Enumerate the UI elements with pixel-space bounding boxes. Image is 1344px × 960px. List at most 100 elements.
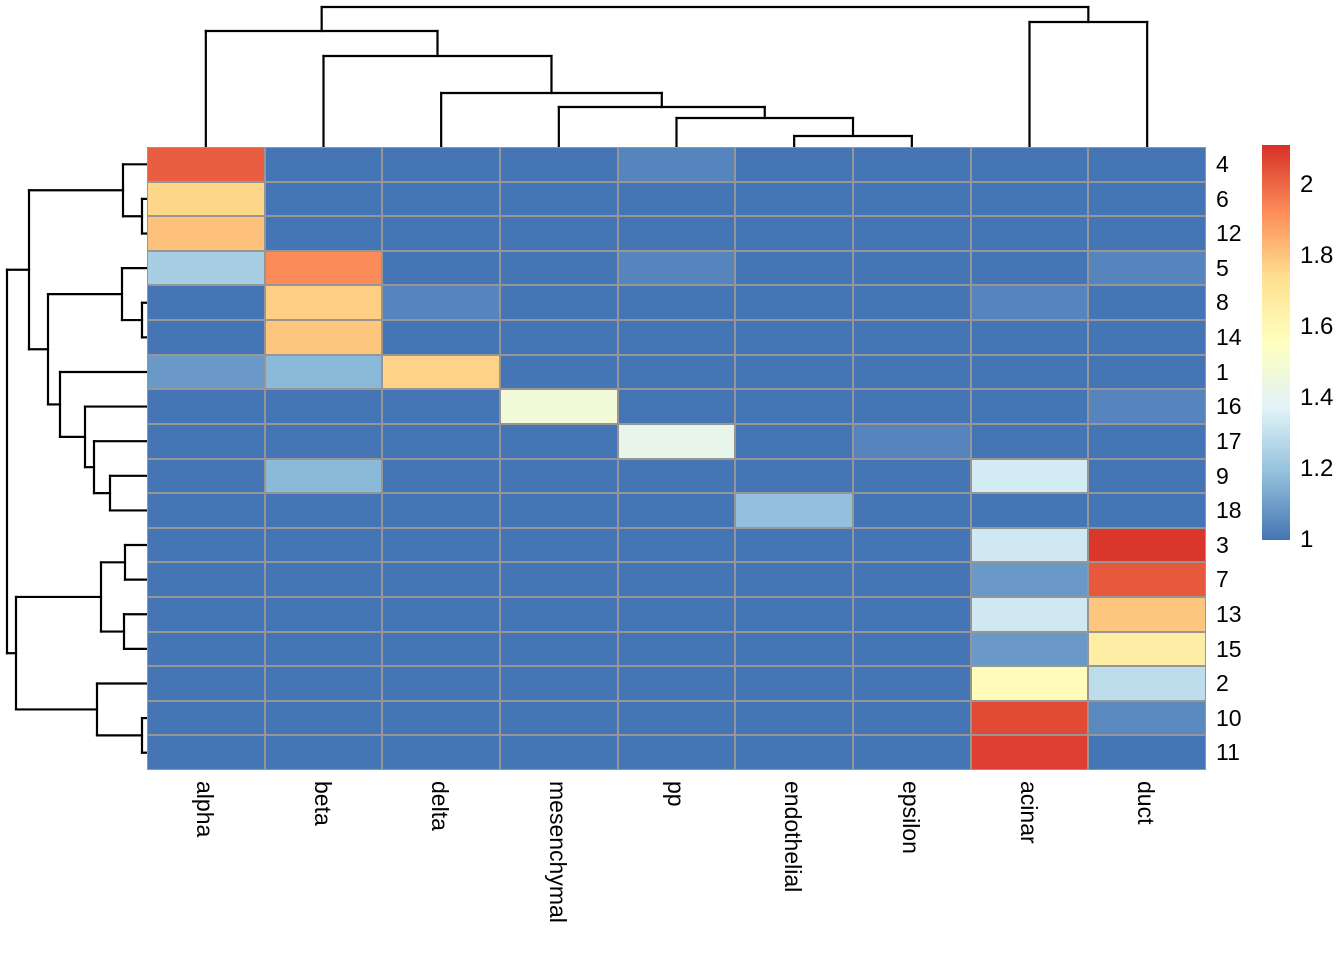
heatmap-cell-13-endothelial: [735, 597, 853, 632]
heatmap-cell-9-mesenchymal: [500, 459, 618, 493]
heatmap-cell-14-duct: [1088, 320, 1206, 355]
heatmap-cell-10-pp: [618, 701, 735, 735]
heatmap-cell-16-mesenchymal: [500, 389, 618, 424]
heatmap-cell-18-pp: [618, 493, 735, 528]
heatmap-cell-11-epsilon: [853, 735, 971, 770]
heatmap-cell-6-beta: [265, 182, 382, 216]
heatmap-cell-1-alpha: [147, 355, 265, 389]
row-label-9: 9: [1216, 463, 1229, 489]
heatmap-cell-15-alpha: [147, 632, 265, 666]
heatmap-cell-1-pp: [618, 355, 735, 389]
heatmap-cell-1-acinar: [971, 355, 1088, 389]
heatmap-cell-6-pp: [618, 182, 735, 216]
heatmap-cell-1-duct: [1088, 355, 1206, 389]
colorbar-tick-label: 1.8: [1300, 242, 1334, 269]
heatmap-cell-4-mesenchymal: [500, 147, 618, 182]
heatmap-cell-13-mesenchymal: [500, 597, 618, 632]
heatmap-cell-7-endothelial: [735, 562, 853, 597]
colorbar-tick-label: 1.6: [1300, 313, 1334, 340]
heatmap-cell-16-pp: [618, 389, 735, 424]
heatmap-cell-2-epsilon: [853, 666, 971, 701]
heatmap-cell-14-acinar: [971, 320, 1088, 355]
heatmap-cell-16-endothelial: [735, 389, 853, 424]
heatmap-cell-6-acinar: [971, 182, 1088, 216]
heatmap-cell-6-duct: [1088, 182, 1206, 216]
heatmap-cell-3-pp: [618, 528, 735, 562]
heatmap-cell-3-duct: [1088, 528, 1206, 562]
heatmap-cell-15-duct: [1088, 632, 1206, 666]
heatmap-cell-17-delta: [382, 424, 500, 459]
heatmap-cell-15-delta: [382, 632, 500, 666]
col-label-delta: delta: [427, 781, 453, 831]
heatmap-cell-12-delta: [382, 216, 500, 251]
heatmap-cell-17-duct: [1088, 424, 1206, 459]
heatmap-cell-4-alpha: [147, 147, 265, 182]
heatmap-cell-14-pp: [618, 320, 735, 355]
heatmap-cell-2-delta: [382, 666, 500, 701]
heatmap-cell-17-epsilon: [853, 424, 971, 459]
heatmap-cell-2-endothelial: [735, 666, 853, 701]
heatmap-cell-4-delta: [382, 147, 500, 182]
heatmap-cell-2-pp: [618, 666, 735, 701]
col-label-alpha: alpha: [192, 781, 218, 838]
heatmap-cell-13-beta: [265, 597, 382, 632]
heatmap-cell-7-beta: [265, 562, 382, 597]
heatmap-cell-3-beta: [265, 528, 382, 562]
row-label-17: 17: [1216, 428, 1242, 454]
heatmap-cell-6-endothelial: [735, 182, 853, 216]
heatmap-cell-17-alpha: [147, 424, 265, 459]
heatmap-cell-16-alpha: [147, 389, 265, 424]
heatmap-cell-5-acinar: [971, 251, 1088, 285]
heatmap-cell-18-mesenchymal: [500, 493, 618, 528]
heatmap-cell-11-duct: [1088, 735, 1206, 770]
heatmap-cell-5-pp: [618, 251, 735, 285]
heatmap-cell-18-duct: [1088, 493, 1206, 528]
heatmap-cell-7-pp: [618, 562, 735, 597]
heatmap-cell-14-beta: [265, 320, 382, 355]
heatmap-cell-8-epsilon: [853, 285, 971, 320]
heatmap-cell-1-epsilon: [853, 355, 971, 389]
heatmap-cell-11-pp: [618, 735, 735, 770]
heatmap-cell-2-acinar: [971, 666, 1088, 701]
heatmap-cell-4-acinar: [971, 147, 1088, 182]
heatmap-cell-8-endothelial: [735, 285, 853, 320]
heatmap-cell-4-epsilon: [853, 147, 971, 182]
col-label-acinar: acinar: [1016, 781, 1042, 844]
heatmap-cell-10-duct: [1088, 701, 1206, 735]
heatmap-cell-11-beta: [265, 735, 382, 770]
heatmap-cell-15-epsilon: [853, 632, 971, 666]
heatmap-cell-8-delta: [382, 285, 500, 320]
heatmap-cell-9-pp: [618, 459, 735, 493]
heatmap-cell-7-acinar: [971, 562, 1088, 597]
row-label-3: 3: [1216, 532, 1229, 558]
heatmap-cell-13-acinar: [971, 597, 1088, 632]
heatmap-cell-12-beta: [265, 216, 382, 251]
heatmap-cell-7-epsilon: [853, 562, 971, 597]
heatmap-cell-17-beta: [265, 424, 382, 459]
row-label-14: 14: [1216, 324, 1242, 350]
heatmap-cell-10-beta: [265, 701, 382, 735]
heatmap-cell-12-endothelial: [735, 216, 853, 251]
col-label-beta: beta: [310, 781, 336, 826]
heatmap-cell-10-alpha: [147, 701, 265, 735]
heatmap-cell-13-duct: [1088, 597, 1206, 632]
heatmap-cell-15-acinar: [971, 632, 1088, 666]
heatmap-cell-14-delta: [382, 320, 500, 355]
heatmap-cell-11-mesenchymal: [500, 735, 618, 770]
heatmap-cell-9-duct: [1088, 459, 1206, 493]
heatmap-cell-16-duct: [1088, 389, 1206, 424]
heatmap-cell-8-duct: [1088, 285, 1206, 320]
heatmap-cell-10-mesenchymal: [500, 701, 618, 735]
heatmap-cell-1-beta: [265, 355, 382, 389]
row-label-18: 18: [1216, 497, 1242, 523]
heatmap-cell-12-pp: [618, 216, 735, 251]
heatmap-cell-9-alpha: [147, 459, 265, 493]
heatmap-cell-17-endothelial: [735, 424, 853, 459]
heatmap-cell-3-mesenchymal: [500, 528, 618, 562]
heatmap-cell-15-endothelial: [735, 632, 853, 666]
heatmap-cell-6-epsilon: [853, 182, 971, 216]
colorbar-tick-label: 1.4: [1300, 384, 1334, 411]
heatmap-cell-10-endothelial: [735, 701, 853, 735]
heatmap-cell-4-duct: [1088, 147, 1206, 182]
